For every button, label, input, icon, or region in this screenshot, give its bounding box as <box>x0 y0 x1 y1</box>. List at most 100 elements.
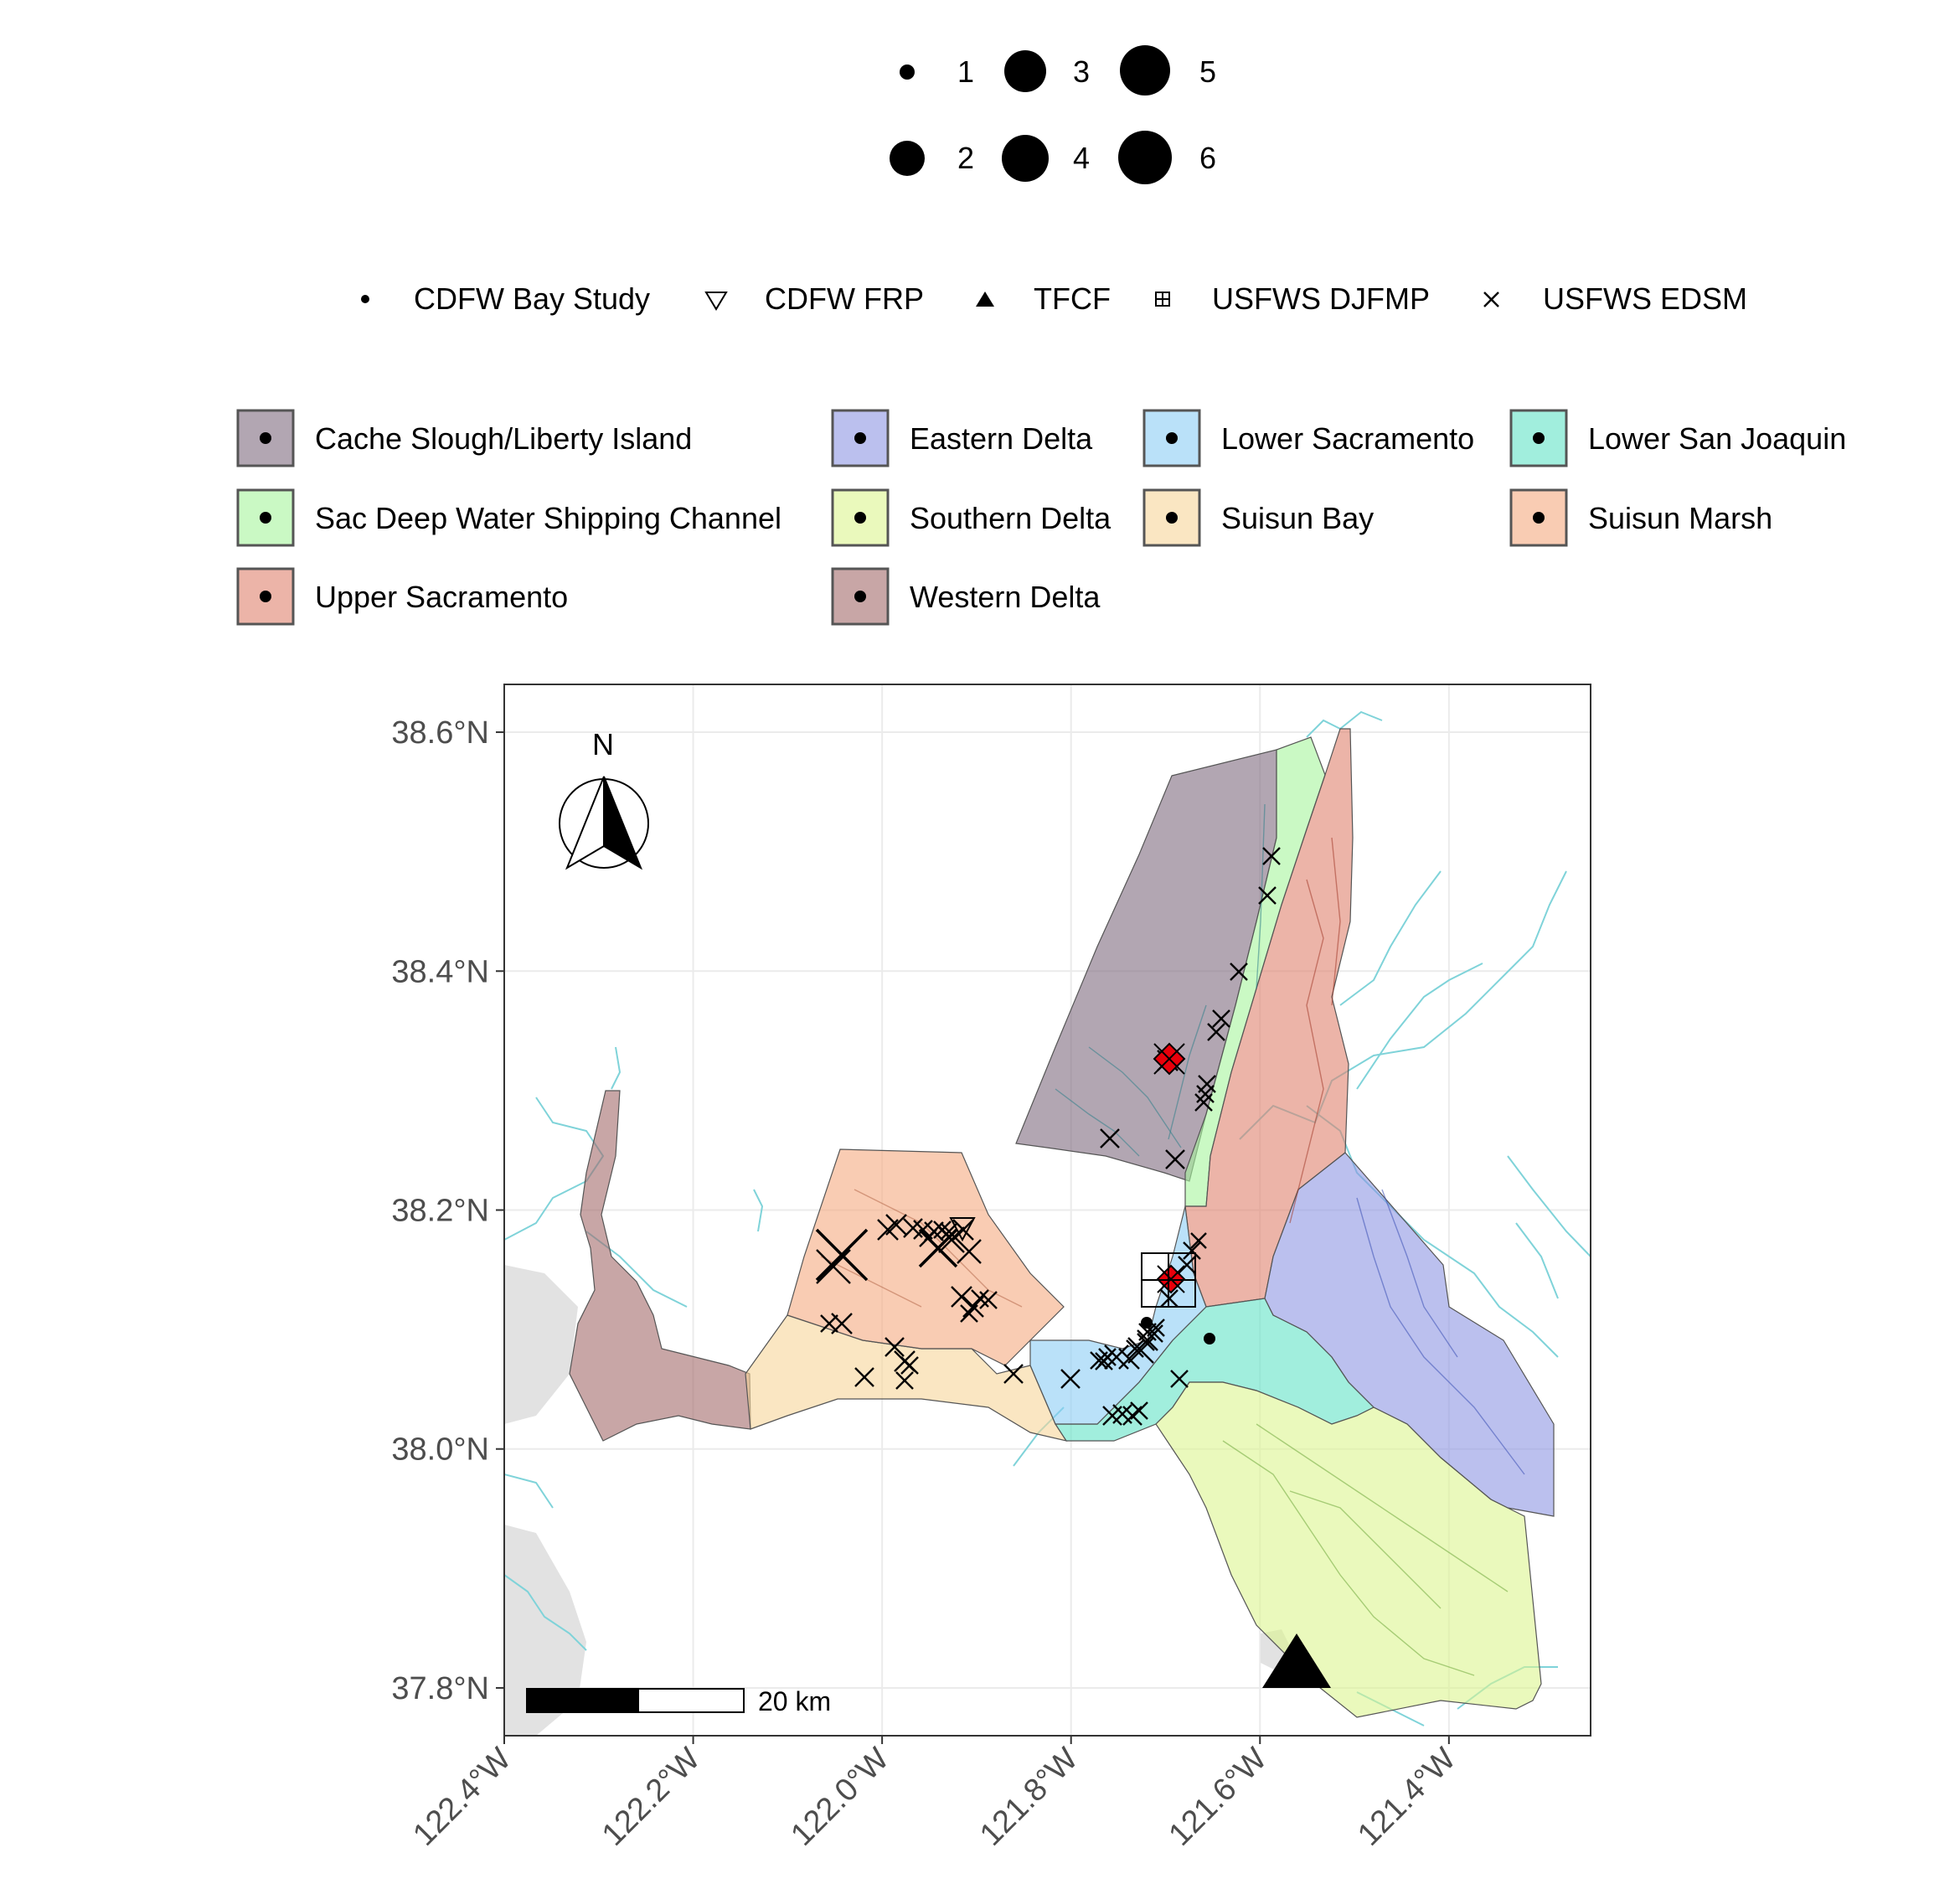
bay-study-marker <box>1204 1333 1215 1344</box>
region-legend-item-suisun-marsh: Suisun Marsh <box>1509 488 1772 547</box>
survey-legend: CDFW Bay Study CDFW FRP TFCF USFWS DJFMP… <box>361 281 1747 316</box>
edsm-catch-marker <box>815 1228 869 1282</box>
region-legend-label: Southern Delta <box>910 501 1112 535</box>
y-tick-label: 38.2°N <box>391 1194 489 1229</box>
size-key-6-label: 6 <box>1199 141 1216 175</box>
region-swatch-dot <box>260 512 271 524</box>
south-bay-land-area <box>504 1525 586 1736</box>
open-triangle-icon <box>704 292 728 311</box>
size-key-2-dot <box>890 141 925 176</box>
region-legend-label: Lower Sacramento <box>1221 421 1474 456</box>
size-key-3-dot <box>1004 50 1046 92</box>
region-swatch <box>236 567 295 626</box>
edsm-catch-marker <box>918 1228 958 1268</box>
region-legend-label: Sac Deep Water Shipping Channel <box>315 501 781 535</box>
region-legend-item-lower-san-joaquin: Lower San Joaquin <box>1509 409 1846 467</box>
edsm-catch-marker <box>951 1286 972 1308</box>
highlighted-catch-marker <box>1153 1042 1186 1076</box>
x-tick-label: 122.2°W <box>596 1742 707 1853</box>
edsm-catch-marker <box>1003 1364 1024 1384</box>
region-legend-label: Lower San Joaquin <box>1588 421 1846 456</box>
edsm-catch-marker <box>900 1356 919 1375</box>
region-swatch-dot <box>260 432 271 444</box>
frp-marker <box>949 1217 976 1242</box>
region-legend: Cache Slough/Liberty Island Eastern Delta… <box>236 409 1846 626</box>
edsm-catch-marker <box>1095 1352 1113 1370</box>
region-swatch-dot <box>854 512 866 524</box>
filled-triangle-icon <box>976 292 994 307</box>
x-cross-icon <box>1483 292 1499 307</box>
region-legend-item-cache-slough-liberty-island: Cache Slough/Liberty Island <box>236 409 692 467</box>
y-tick-label: 38.6°N <box>391 715 489 751</box>
region-swatch-dot <box>1533 432 1545 444</box>
survey-label-edsm: USFWS EDSM <box>1543 281 1747 316</box>
edsm-catch-marker <box>962 1296 984 1318</box>
size-key-1-dot <box>900 65 915 80</box>
edsm-catch-marker <box>1212 1009 1230 1028</box>
x-tick-label: 122.0°W <box>784 1742 895 1853</box>
edsm-catch-marker <box>1194 1093 1213 1112</box>
edsm-catch-marker <box>1190 1232 1207 1249</box>
north-arrow: N <box>559 727 649 870</box>
region-legend-label: Suisun Bay <box>1221 501 1374 535</box>
tfcf-marker <box>1262 1634 1331 1688</box>
catch-markers <box>815 847 1331 1688</box>
region-legend-item-sac-deep-water-shipping-channel: Sac Deep Water Shipping Channel <box>236 488 781 547</box>
region-legend-item-western-delta: Western Delta <box>831 567 1101 626</box>
region-swatch-dot <box>1166 512 1178 524</box>
survey-label-tfcf: TFCF <box>1034 281 1111 316</box>
size-key-1-label: 1 <box>957 54 974 89</box>
size-key-6-dot <box>1118 131 1172 184</box>
y-tick-label: 38.0°N <box>391 1432 489 1468</box>
survey-label-frp: CDFW FRP <box>765 281 924 316</box>
edsm-catch-marker <box>885 1214 907 1236</box>
edsm-catch-marker <box>938 1226 965 1253</box>
scale-bar: 20 km <box>526 1686 831 1716</box>
size-key-4-dot <box>1002 135 1049 182</box>
edsm-catch-marker <box>1126 1339 1144 1358</box>
interior-channels <box>820 803 1525 1676</box>
x-tick-label: 121.4°W <box>1351 1742 1462 1853</box>
bay-study-icon <box>361 295 369 303</box>
size-key-5-label: 5 <box>1199 54 1216 89</box>
djfmp-marker <box>1141 1252 1196 1308</box>
edsm-catch-marker <box>1207 1023 1225 1041</box>
region-legend-item-upper-sacramento: Upper Sacramento <box>236 567 568 626</box>
region-legend-item-eastern-delta: Eastern Delta <box>831 409 1093 467</box>
survey-label-djfmp: USFWS DJFMP <box>1212 281 1430 316</box>
edsm-catch-marker <box>1178 1256 1196 1274</box>
edsm-catch-marker <box>1130 1401 1148 1420</box>
map-panel: N 20 km <box>503 684 1591 1737</box>
edsm-catch-marker <box>820 1314 838 1333</box>
scale-bar-label: 20 km <box>758 1686 831 1716</box>
edsm-catch-marker <box>895 1371 914 1390</box>
x-tick-label: 122.4°W <box>406 1742 518 1853</box>
edsm-catch-marker <box>1060 1369 1081 1389</box>
region-legend-label: Suisun Marsh <box>1588 501 1772 535</box>
region-swatch-dot <box>854 432 866 444</box>
edsm-catch-marker <box>1262 847 1281 865</box>
region-legend-item-lower-sacramento: Lower Sacramento <box>1142 409 1474 467</box>
size-legend: 1 3 5 2 4 6 <box>890 45 1216 184</box>
edsm-catch-marker <box>1230 963 1248 981</box>
survey-label-bay-study: CDFW Bay Study <box>414 281 650 316</box>
boxed-plus-icon <box>1155 292 1170 307</box>
edsm-catch-marker <box>1090 1351 1108 1370</box>
size-key-4-label: 4 <box>1073 141 1090 175</box>
region-legend-label: Eastern Delta <box>910 421 1093 456</box>
edsm-catch-marker <box>1170 1370 1189 1388</box>
edsm-catch-marker <box>1183 1241 1201 1260</box>
region-legend-item-suisun-bay: Suisun Bay <box>1142 488 1374 547</box>
region-swatch-dot <box>1533 512 1545 524</box>
size-key-2-label: 2 <box>957 141 974 175</box>
region-legend-label: Cache Slough/Liberty Island <box>315 421 692 456</box>
edsm-catch-marker <box>979 1291 998 1309</box>
edsm-catch-marker <box>1137 1333 1155 1351</box>
x-tick-label: 121.8°W <box>973 1742 1085 1853</box>
edsm-catch-marker <box>854 1367 874 1387</box>
region-lower-sacramento <box>1029 1205 1207 1425</box>
edsm-catch-marker <box>1118 1348 1140 1370</box>
region-swatch-dot <box>260 591 271 602</box>
y-tick-label: 38.4°N <box>391 954 489 989</box>
